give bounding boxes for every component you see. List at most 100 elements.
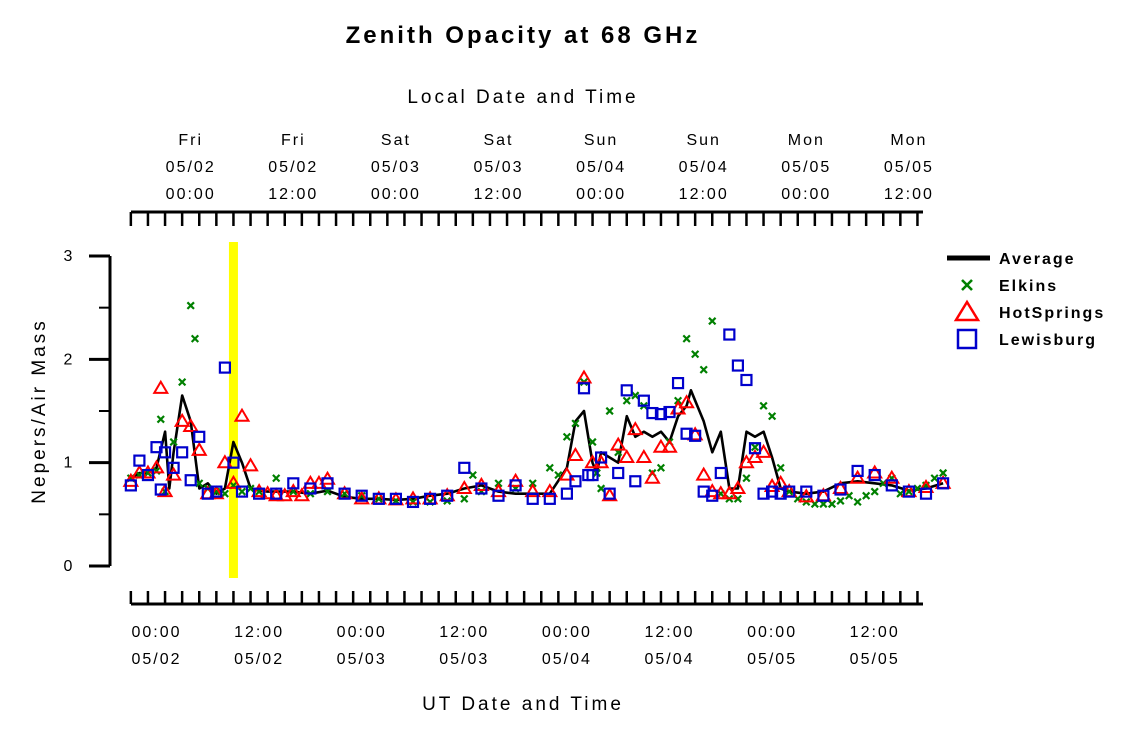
data-point: [176, 446, 189, 459]
data-point: [919, 487, 933, 500]
top-tick-date: 05/03: [371, 159, 421, 176]
data-point: [742, 474, 751, 483]
bottom-tick-time: 12:00: [234, 624, 284, 641]
data-point: [656, 463, 666, 472]
legend-swatch: [953, 299, 981, 322]
data-point: [509, 479, 522, 492]
data-point: [233, 407, 251, 422]
data-point: [723, 328, 736, 341]
data-point: [851, 464, 864, 478]
data-point: [302, 474, 319, 489]
data-point: [601, 487, 618, 502]
data-point: [152, 379, 170, 394]
top-tick-date: 05/03: [473, 159, 523, 176]
bottom-tick-time: 00:00: [542, 624, 592, 641]
bottom-tick-time: 00:00: [747, 624, 797, 641]
data-point: [242, 457, 259, 472]
data-point: [695, 466, 712, 481]
axes: 0 1 2 3 00:00 05/02 12:00 05/02 00:00 05/03 12:00 0…: [64, 132, 934, 668]
data-point: [141, 468, 155, 482]
legend-item: Elkins: [961, 278, 1058, 295]
bottom-tick-time: 12:00: [850, 624, 900, 641]
data-point: [622, 396, 631, 405]
data-point: [173, 412, 191, 427]
data-point: [644, 469, 661, 484]
data-point: [635, 449, 653, 464]
data-point: [629, 475, 642, 488]
bottom-tick-date: 05/03: [337, 651, 387, 668]
data-point: [661, 438, 678, 453]
data-point: [663, 405, 676, 419]
data-point: [424, 492, 437, 505]
series-line: [130, 388, 944, 502]
top-tick-day: Fri: [178, 132, 203, 149]
data-point: [158, 446, 172, 459]
top-tick-time: 12:00: [679, 186, 729, 203]
data-point: [235, 485, 249, 498]
series-elkins: [126, 301, 948, 509]
data-point: [124, 479, 137, 492]
data-point: [190, 334, 200, 343]
top-tick-time: 00:00: [576, 186, 626, 203]
data-point: [605, 406, 614, 416]
data-point: [748, 442, 762, 455]
data-point: [545, 463, 554, 472]
bottom-tick-date: 05/05: [747, 651, 797, 668]
data-point: [680, 427, 693, 440]
data-point: [560, 487, 574, 500]
data-point: [699, 365, 708, 374]
bottom-tick-date: 05/04: [542, 651, 592, 668]
data-point: [577, 382, 591, 395]
data-point: [691, 350, 700, 359]
data-point: [227, 456, 240, 469]
data-point: [220, 489, 229, 498]
data-point: [603, 487, 616, 500]
data-point: [237, 487, 247, 496]
data-point: [682, 334, 691, 343]
data-point: [654, 408, 668, 421]
data-point: [883, 469, 901, 484]
data-point: [272, 474, 281, 483]
data-point: [866, 464, 883, 479]
data-point: [800, 485, 813, 498]
bottom-tick-time: 12:00: [439, 624, 489, 641]
data-point: [210, 485, 223, 498]
data-point: [586, 468, 599, 482]
data-point: [193, 430, 206, 443]
data-point: [406, 495, 420, 509]
data-point: [853, 497, 862, 507]
data-point: [902, 485, 916, 498]
data-point: [817, 489, 830, 502]
series-lewisburg: [124, 328, 950, 509]
bottom-tick-date: 05/03: [439, 651, 489, 668]
data-point: [571, 419, 580, 428]
data-point: [868, 468, 881, 482]
data-point: [246, 484, 255, 493]
legend: Average Elkins HotSprings Lewisburg: [947, 251, 1103, 350]
highlight-band: [228, 242, 238, 578]
bottom-tick-date: 05/05: [850, 651, 900, 668]
plot-area: [122, 301, 952, 509]
data-point: [618, 449, 635, 464]
top-tick-date: 05/05: [884, 159, 934, 176]
data-point: [597, 484, 606, 493]
data-point: [460, 494, 469, 503]
y-tick-label: 3: [64, 248, 75, 265]
data-point: [524, 483, 541, 498]
data-point: [939, 468, 948, 478]
data-point: [468, 470, 477, 480]
legend-label: Elkins: [999, 278, 1058, 295]
data-point: [646, 406, 659, 420]
top-axis-label: Local Date and Time: [407, 87, 638, 108]
top-tick-date: 05/04: [679, 159, 729, 176]
data-point: [195, 479, 204, 488]
top-tick-day: Fri: [281, 132, 306, 149]
top-tick-date: 05/04: [576, 159, 626, 176]
top-tick-time: 12:00: [268, 186, 318, 203]
data-point: [201, 487, 214, 500]
legend-item: HotSprings: [953, 299, 1103, 322]
data-point: [708, 317, 717, 326]
top-tick-day: Mon: [788, 132, 825, 149]
data-point: [250, 483, 268, 498]
